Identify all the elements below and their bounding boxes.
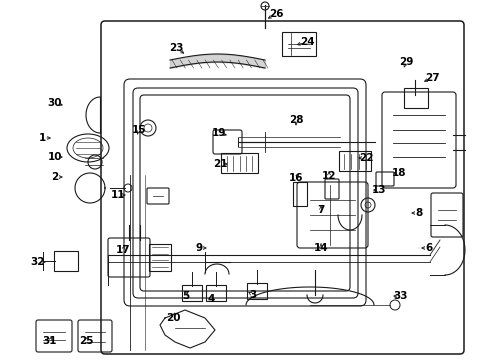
Text: 19: 19 bbox=[212, 128, 226, 138]
Text: 29: 29 bbox=[399, 57, 413, 67]
Text: 7: 7 bbox=[318, 205, 325, 215]
Text: 27: 27 bbox=[425, 73, 440, 83]
Text: 20: 20 bbox=[166, 313, 180, 323]
Text: 2: 2 bbox=[51, 172, 59, 182]
Text: 15: 15 bbox=[132, 125, 146, 135]
Text: 26: 26 bbox=[269, 9, 283, 19]
Text: 14: 14 bbox=[314, 243, 328, 253]
Text: 22: 22 bbox=[359, 153, 373, 163]
Text: 4: 4 bbox=[207, 294, 215, 304]
Text: 6: 6 bbox=[425, 243, 433, 253]
Text: 33: 33 bbox=[394, 291, 408, 301]
Text: 25: 25 bbox=[79, 336, 93, 346]
Text: 11: 11 bbox=[111, 190, 125, 200]
Text: 10: 10 bbox=[48, 152, 62, 162]
Text: 8: 8 bbox=[416, 208, 423, 218]
Text: 32: 32 bbox=[31, 257, 45, 267]
Text: 1: 1 bbox=[38, 133, 46, 143]
Text: 17: 17 bbox=[116, 245, 130, 255]
Text: 16: 16 bbox=[289, 173, 303, 183]
Text: 23: 23 bbox=[169, 43, 183, 53]
Text: 30: 30 bbox=[48, 98, 62, 108]
Text: 13: 13 bbox=[372, 185, 386, 195]
Text: 3: 3 bbox=[249, 290, 257, 300]
Text: 24: 24 bbox=[300, 37, 314, 47]
Text: 12: 12 bbox=[322, 171, 336, 181]
Text: 5: 5 bbox=[182, 291, 190, 301]
Text: 18: 18 bbox=[392, 168, 406, 178]
Text: 21: 21 bbox=[213, 159, 227, 169]
Text: 31: 31 bbox=[43, 336, 57, 346]
Text: 28: 28 bbox=[289, 115, 303, 125]
Text: 9: 9 bbox=[196, 243, 202, 253]
